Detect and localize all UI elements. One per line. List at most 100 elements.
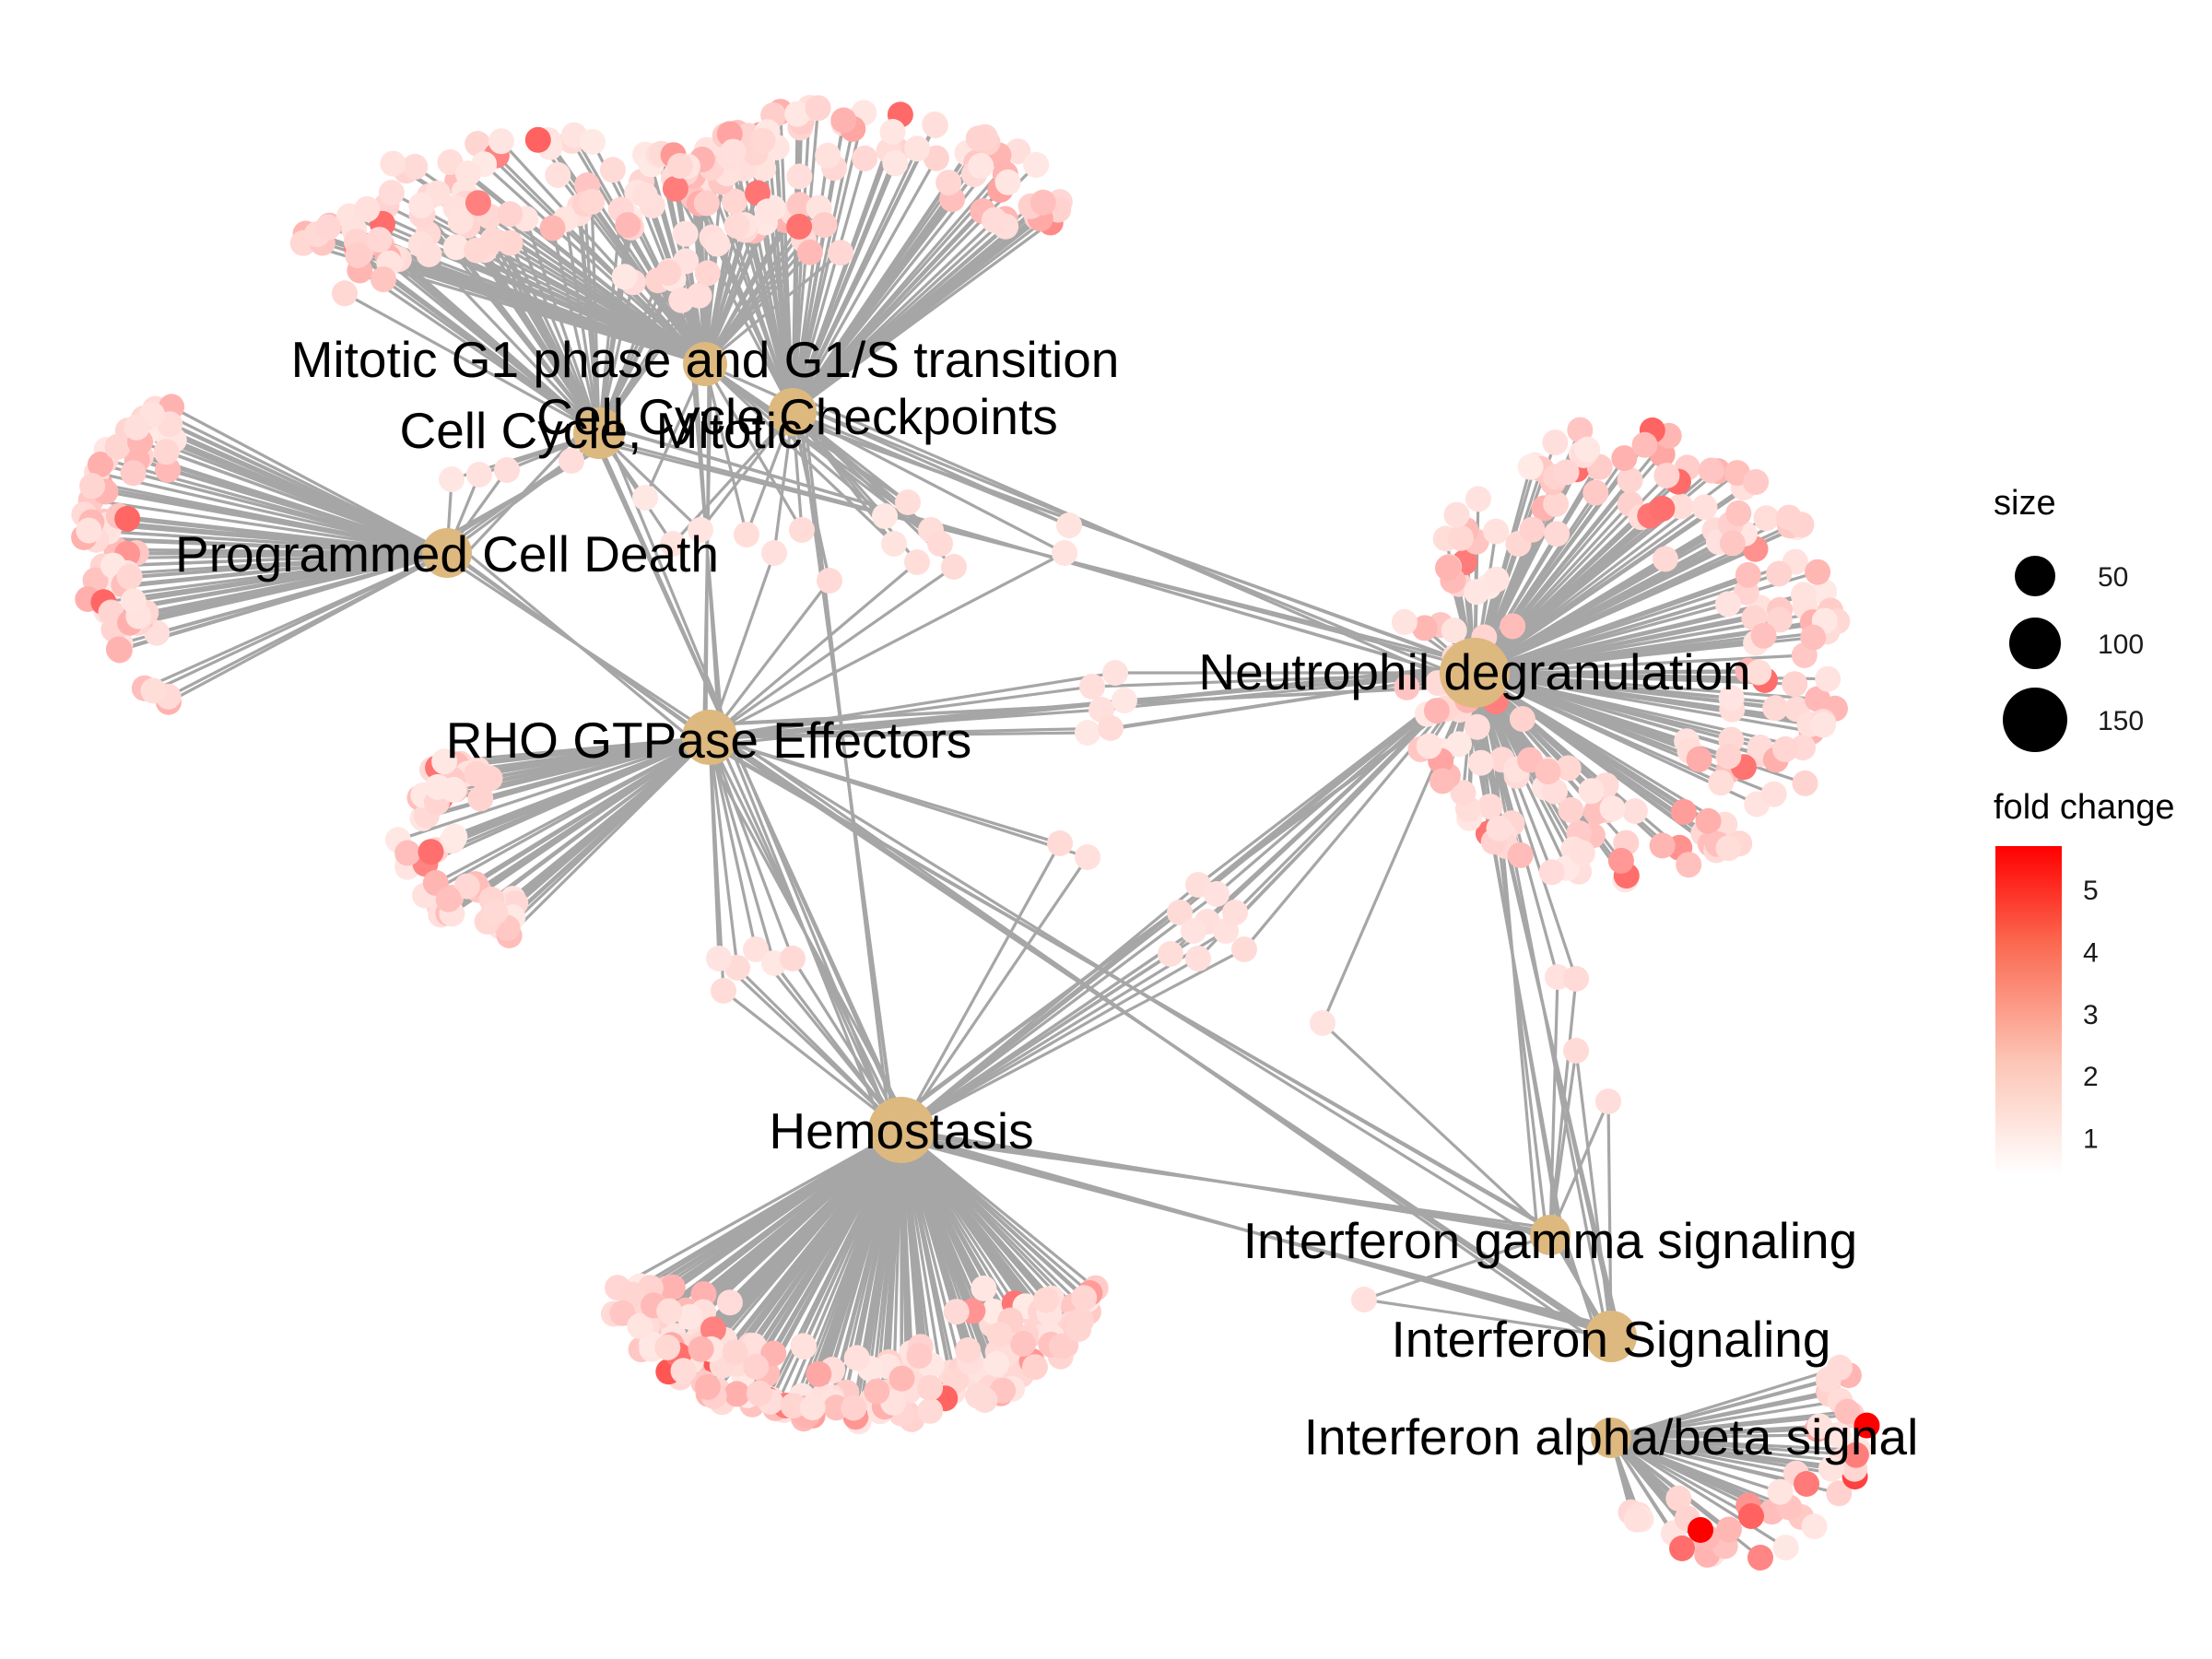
edge (451, 735, 711, 915)
gene-node (1623, 1506, 1650, 1533)
gene-node (1509, 706, 1535, 733)
gene-node (888, 1365, 915, 1392)
legend: size 50 100 150 fold change 1 2 3 4 5 (1994, 484, 2175, 1175)
gene-node (453, 873, 480, 900)
pathway-node-layer (422, 342, 1637, 1458)
gene-node (994, 169, 1021, 195)
edge (137, 551, 448, 618)
edge (1474, 573, 1749, 675)
gene-node (124, 414, 150, 441)
edge (428, 253, 601, 435)
gene-node (841, 1394, 867, 1421)
edge (900, 842, 1062, 1131)
gene-node (539, 215, 566, 241)
gene-node (722, 1339, 748, 1366)
gene-node (983, 1351, 1010, 1377)
gene-node (477, 765, 503, 792)
gene-node (941, 554, 967, 580)
edge (708, 560, 919, 739)
edge (792, 217, 1041, 414)
gene-node (1715, 835, 1742, 862)
edge (447, 557, 710, 734)
gene-node (1815, 665, 1841, 692)
gene-node (1578, 778, 1605, 805)
edge (424, 735, 711, 865)
edge (378, 238, 601, 435)
edge (631, 1128, 902, 1297)
edge (900, 1129, 922, 1357)
gene-node (677, 1303, 703, 1330)
gene-node (1735, 561, 1761, 588)
gene-node (1158, 941, 1183, 967)
gene-node (864, 1378, 890, 1405)
gene-node (1718, 685, 1745, 712)
gene-node (1310, 1010, 1335, 1036)
gene-node (1688, 1517, 1713, 1543)
edge (585, 184, 707, 365)
edge (772, 962, 903, 1131)
edge (791, 113, 799, 413)
gene-node (904, 549, 930, 575)
edge (703, 225, 739, 365)
edge (151, 413, 448, 555)
edge (446, 459, 572, 555)
gene-node (720, 138, 747, 165)
size-key-label-150: 150 (2098, 706, 2144, 736)
edge (708, 736, 721, 959)
edge (127, 551, 448, 556)
gene-node (345, 242, 371, 268)
gene-node (1772, 735, 1798, 762)
gene-node (722, 188, 747, 215)
edge (1474, 671, 1824, 726)
gene-node (611, 264, 638, 290)
gene-node (494, 457, 520, 483)
gene-node (431, 748, 458, 775)
edge (1363, 1233, 1551, 1301)
gene-node (1430, 768, 1456, 794)
edge (900, 947, 1245, 1132)
gene-node (1048, 1333, 1075, 1359)
gene-node (904, 135, 931, 162)
gene-node (780, 946, 806, 971)
gene-node (447, 208, 474, 235)
gene-node (906, 1343, 933, 1370)
gene-node (1075, 844, 1100, 870)
edge (592, 436, 909, 1127)
gene-node (1500, 613, 1526, 640)
gene-node (1464, 713, 1490, 740)
gene-node (668, 287, 695, 313)
edge (388, 262, 601, 435)
edge (453, 735, 711, 839)
edge (1474, 618, 1781, 675)
gene-node (441, 823, 468, 850)
gene-node (1599, 795, 1626, 822)
edge (708, 736, 794, 959)
edge (754, 1129, 903, 1368)
gene-node (1231, 936, 1257, 962)
edge (127, 517, 448, 555)
colorbar-tick-5: 5 (2083, 876, 2099, 906)
gene-node (314, 214, 341, 241)
edge (1474, 602, 1729, 675)
gene-node (965, 1382, 992, 1409)
edge (1610, 1399, 1841, 1440)
gene-node (1071, 1285, 1098, 1312)
edge (489, 735, 711, 781)
edge (719, 735, 1602, 1339)
edge (708, 580, 831, 738)
gene-node (796, 239, 823, 265)
gene-node (799, 1394, 826, 1421)
edge (1548, 978, 1578, 1236)
edge (118, 551, 448, 652)
gene-node (79, 473, 106, 500)
gene-node (140, 677, 167, 704)
gene-node (1818, 1455, 1844, 1482)
edge (572, 134, 707, 365)
gene-node (114, 505, 141, 532)
edge (1321, 1021, 1552, 1237)
gene-node (1695, 807, 1722, 834)
gene-node (1743, 469, 1770, 495)
gene-node (1649, 495, 1676, 522)
gene-node (922, 112, 948, 138)
